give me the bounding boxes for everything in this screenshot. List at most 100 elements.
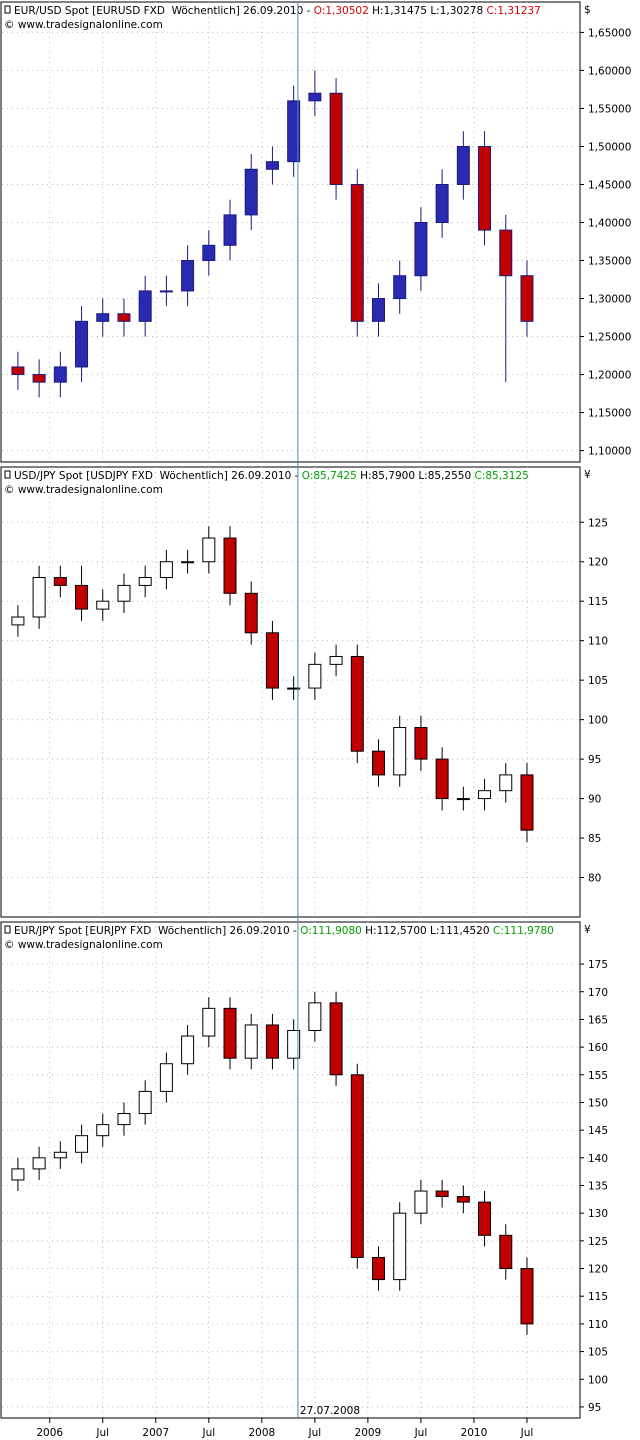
candle-body xyxy=(244,1024,258,1059)
x-tick-label: 2008 xyxy=(248,1427,275,1439)
candle-body xyxy=(138,577,152,586)
y-tick-label: 95 xyxy=(588,754,601,766)
candle-body xyxy=(117,584,131,602)
x-tick-label: 2010 xyxy=(461,1427,488,1439)
header-part: H:112,5700 L:111,4520 xyxy=(365,925,489,937)
y-tick-label: 155 xyxy=(588,1070,608,1082)
header-icon xyxy=(4,5,11,14)
y-tick-label: 135 xyxy=(588,1181,608,1193)
candle-body xyxy=(11,616,25,626)
candle-body xyxy=(350,655,364,752)
y-tick-label: 1,25000 xyxy=(588,332,631,344)
candle-body xyxy=(350,183,364,322)
panel-frame xyxy=(0,1,581,463)
header-part: EUR/JPY Spot [EURJPY FXD Wöchentlich] 26… xyxy=(14,925,300,937)
candle-body xyxy=(117,1113,131,1126)
candle-body xyxy=(244,168,258,216)
panel-header: USD/JPY Spot [USDJPY FXD Wöchentlich] 26… xyxy=(14,470,529,482)
candle-body xyxy=(202,1007,216,1037)
header-part: USD/JPY Spot [USDJPY FXD Wöchentlich] 26… xyxy=(14,470,302,482)
x-tick-label: 2009 xyxy=(355,1427,382,1439)
candle-body xyxy=(478,790,492,800)
x-tick-label: 2006 xyxy=(36,1427,63,1439)
unit-label: $ xyxy=(584,4,591,16)
candle-body xyxy=(11,1168,25,1181)
candle-body xyxy=(117,313,131,322)
header-part: EUR/USD Spot [EURUSD FXD Wöchentlich] 26… xyxy=(14,5,314,17)
candle-body xyxy=(520,774,534,831)
candle-body xyxy=(499,774,513,792)
candle-body xyxy=(329,92,343,185)
y-tick-label: 125 xyxy=(588,1236,608,1248)
candle-body xyxy=(308,92,322,102)
y-tick-label: 1,60000 xyxy=(588,65,631,77)
panel-header: EUR/USD Spot [EURUSD FXD Wöchentlich] 26… xyxy=(14,5,541,17)
candle-body xyxy=(414,1190,428,1214)
y-tick-label: 1,50000 xyxy=(588,141,631,153)
y-tick-label: 1,45000 xyxy=(588,179,631,191)
x-tick-label: Jul xyxy=(414,1427,428,1439)
x-tick-label: Jul xyxy=(95,1427,109,1439)
candle-body xyxy=(202,537,216,563)
unit-label: ¥ xyxy=(584,924,591,936)
candle-body xyxy=(11,366,25,376)
x-tick-label: 2007 xyxy=(142,1427,169,1439)
candle-body xyxy=(75,584,89,610)
candle-body xyxy=(75,1135,89,1153)
candle-body xyxy=(435,758,449,800)
candle-body xyxy=(329,1002,343,1076)
candle-body xyxy=(138,1090,152,1115)
unit-label: ¥ xyxy=(584,469,591,481)
copyright: © www.tradesignalonline.com xyxy=(4,484,163,496)
header-part: H:1,31475 L:1,30278 xyxy=(372,5,483,17)
candle-body xyxy=(32,1157,46,1170)
x-tick-label: Jul xyxy=(308,1427,322,1439)
y-tick-label: 160 xyxy=(588,1042,608,1054)
panel-frame xyxy=(0,921,581,1419)
y-tick-label: 1,55000 xyxy=(588,103,631,115)
y-tick-label: 165 xyxy=(588,1014,608,1026)
candle-body xyxy=(159,561,173,579)
copyright: © www.tradesignalonline.com xyxy=(4,939,163,951)
x-tick-label: Jul xyxy=(201,1427,215,1439)
candle-body xyxy=(159,290,173,293)
y-tick-label: 1,15000 xyxy=(588,408,631,420)
candle-body xyxy=(287,100,301,163)
candle-body xyxy=(159,1063,173,1092)
y-tick-label: 95 xyxy=(588,1402,601,1414)
header-part: C:111,9780 xyxy=(493,925,554,937)
y-tick-label: 100 xyxy=(588,1374,608,1386)
y-tick-label: 1,20000 xyxy=(588,370,631,382)
candle-body xyxy=(456,1196,470,1203)
y-tick-label: 150 xyxy=(588,1097,608,1109)
candle-body xyxy=(244,592,258,634)
candle-body xyxy=(414,221,428,277)
candle-body xyxy=(393,1212,407,1281)
header-icon xyxy=(4,470,11,479)
y-tick-label: 170 xyxy=(588,987,608,999)
y-tick-label: 125 xyxy=(588,517,608,529)
y-tick-label: 130 xyxy=(588,1208,608,1220)
candle-body xyxy=(478,1201,492,1236)
candle-body xyxy=(53,1151,67,1159)
candle-body xyxy=(265,1024,279,1059)
candle-body xyxy=(181,561,195,564)
copyright: © www.tradesignalonline.com xyxy=(4,19,163,31)
candle-body xyxy=(478,145,492,231)
candle-body xyxy=(223,537,237,594)
candle-body xyxy=(32,374,46,383)
y-tick-label: 1,35000 xyxy=(588,256,631,268)
candle-body xyxy=(329,655,343,665)
y-tick-label: 1,65000 xyxy=(588,27,631,39)
candle-body xyxy=(308,1002,322,1031)
candle-body xyxy=(96,600,110,610)
header-part: O:1,30502 xyxy=(314,5,369,17)
panel-header: EUR/JPY Spot [EURJPY FXD Wöchentlich] 26… xyxy=(14,925,554,937)
y-tick-label: 1,30000 xyxy=(588,294,631,306)
candle-body xyxy=(520,275,534,322)
candle-body xyxy=(435,183,449,223)
y-tick-label: 140 xyxy=(588,1153,608,1165)
candle-body xyxy=(393,275,407,300)
y-tick-label: 110 xyxy=(588,636,608,648)
